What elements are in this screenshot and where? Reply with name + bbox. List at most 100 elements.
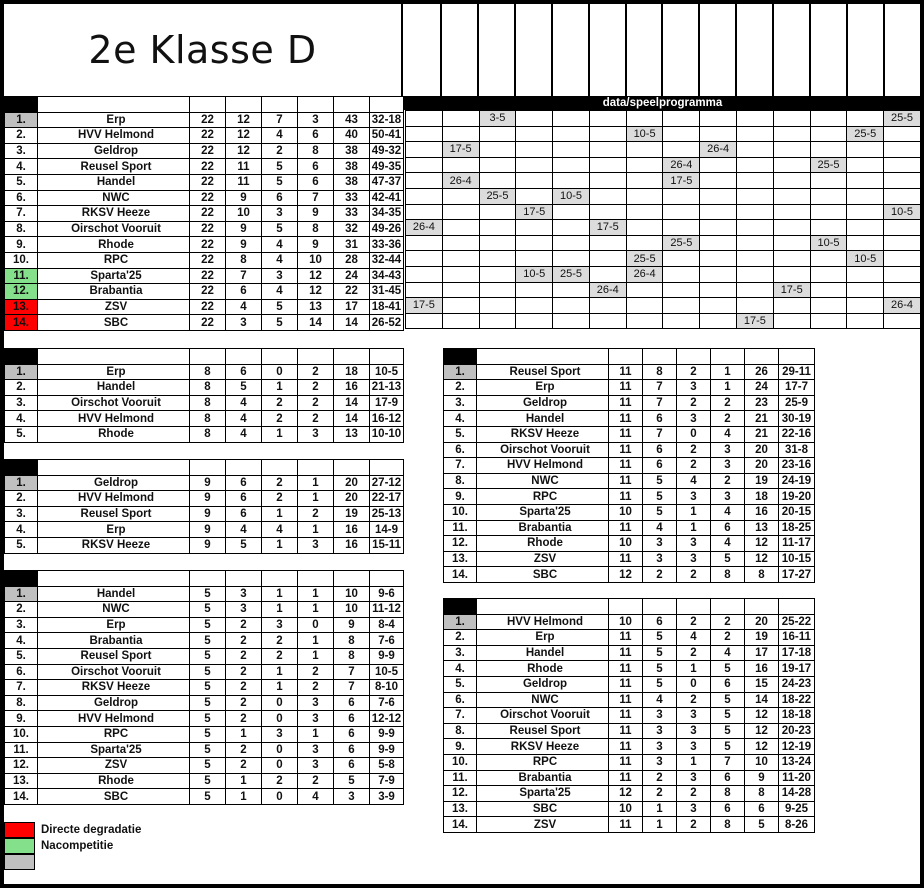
table-row[interactable]: 11. Sparta'25 22 7 3 12 24 34-43 [4, 267, 404, 285]
row-team-name: Reusel Sport [37, 505, 190, 523]
table-row[interactable]: 5. RKSV Heeze 9 5 1 3 16 15-11 [4, 536, 404, 554]
table-row[interactable]: 13. Rhode 5 1 2 2 5 7-9 [4, 772, 404, 790]
program-grid-cell-filled[interactable]: 10-5 [625, 125, 664, 143]
table-row[interactable]: 9. RPC 11 5 3 3 18 19-20 [443, 488, 815, 505]
program-grid-cell-filled[interactable]: 25-5 [552, 265, 590, 283]
table-row[interactable]: 11. Brabantia 11 4 1 6 13 18-25 [443, 519, 815, 537]
table-row[interactable]: 1. Reusel Sport 11 8 2 1 26 29-11 [443, 363, 815, 381]
program-grid-cell-filled[interactable]: 10-5 [552, 187, 590, 205]
table-row[interactable]: 14. ZSV 11 1 2 8 5 8-26 [443, 816, 815, 833]
program-grid-cell-filled[interactable]: 25-5 [478, 187, 517, 205]
program-grid-cell-filled[interactable]: 17-5 [441, 141, 480, 158]
table-row[interactable]: 3. Geldrop 22 12 2 8 38 49-32 [4, 142, 404, 160]
table-row[interactable]: 2. Erp 11 7 3 1 24 17-7 [443, 379, 815, 396]
program-grid-cell-filled[interactable]: 26-4 [588, 281, 627, 299]
table-row[interactable]: 10. Sparta'25 10 5 1 4 16 20-15 [443, 503, 815, 521]
row-team-name: HVV Helmond [37, 410, 190, 427]
program-grid-cell-filled[interactable]: 17-5 [405, 297, 443, 314]
program-grid-cell-filled[interactable]: 17-5 [588, 219, 627, 236]
table-row[interactable]: 8. Reusel Sport 11 3 3 5 12 20-23 [443, 722, 815, 740]
table-row[interactable]: 5. Reusel Sport 5 2 2 1 8 9-9 [4, 647, 404, 665]
program-grid-cell-filled[interactable]: 26-4 [405, 219, 443, 236]
program-grid-cell-filled[interactable]: 17-5 [736, 312, 774, 330]
table-row[interactable]: 14. SBC 12 2 2 8 8 17-27 [443, 566, 815, 583]
table-row[interactable]: 4. Handel 11 6 3 2 21 30-19 [443, 410, 815, 427]
table-row[interactable]: 3. Oirschot Vooruit 8 4 2 2 14 17-9 [4, 394, 404, 412]
table-row[interactable]: 4. Brabantia 5 2 2 1 8 7-6 [4, 632, 404, 649]
table-row[interactable]: 6. NWC 11 4 2 5 14 18-22 [443, 691, 815, 709]
row-stat-g1: 4 [225, 521, 262, 538]
table-row[interactable]: 7. Oirschot Vooruit 11 3 3 5 12 18-18 [443, 707, 815, 724]
program-grid-cell-filled[interactable]: 25-5 [662, 234, 701, 252]
table-row[interactable]: 10. RPC 11 3 1 7 10 13-24 [443, 753, 815, 771]
table-row[interactable]: 8. Oirschot Vooruit 22 9 5 8 32 49-26 [4, 220, 404, 238]
program-grid-cell-filled[interactable]: 25-5 [846, 125, 885, 143]
table-row[interactable]: 14. SBC 22 3 5 14 14 26-52 [4, 314, 404, 331]
program-grid-cell-filled[interactable]: 3-5 [478, 110, 517, 127]
table-row[interactable]: 6. NWC 22 9 6 7 33 42-41 [4, 189, 404, 207]
table-row[interactable]: 3. Geldrop 11 7 2 2 23 25-9 [443, 394, 815, 412]
table-row[interactable]: 1. Erp 22 12 7 3 43 32-18 [4, 111, 404, 129]
table-row[interactable]: 8. Geldrop 5 2 0 3 6 7-6 [4, 694, 404, 712]
program-grid-cell-filled[interactable]: 26-4 [625, 265, 664, 283]
table-row[interactable]: 11. Brabantia 11 2 3 6 9 11-20 [443, 769, 815, 787]
program-grid-cell-filled[interactable]: 25-5 [809, 156, 848, 174]
table-row[interactable]: 13. ZSV 11 3 3 5 12 10-15 [443, 550, 815, 568]
program-grid-cell-filled[interactable]: 26-4 [662, 156, 701, 174]
table-row[interactable]: 2. HVV Helmond 9 6 2 1 20 22-17 [4, 490, 404, 507]
table-row[interactable]: 3. Reusel Sport 9 6 1 2 19 25-13 [4, 505, 404, 523]
table-row[interactable]: 1. Erp 8 6 0 2 18 10-5 [4, 363, 404, 381]
table-row[interactable]: 3. Erp 5 2 3 0 9 8-4 [4, 616, 404, 634]
program-grid-cell-filled[interactable]: 26-4 [883, 297, 921, 314]
table-row[interactable]: 13. SBC 10 1 3 6 6 9-25 [443, 800, 815, 818]
table-row[interactable]: 12. Rhode 10 3 3 4 12 11-17 [443, 535, 815, 552]
table-row[interactable]: 4. Reusel Sport 22 11 5 6 38 49-35 [4, 158, 404, 175]
program-grid-cell-empty [883, 265, 921, 283]
table-row[interactable]: 7. RKSV Heeze 5 2 1 2 7 8-10 [4, 679, 404, 696]
table-row[interactable]: 13. ZSV 22 4 5 13 17 18-41 [4, 298, 404, 316]
table-row[interactable]: 12. Brabantia 22 6 4 12 22 31-45 [4, 283, 404, 300]
row-stat-d: 3-9 [369, 788, 404, 805]
program-grid-cell-filled[interactable]: 10-5 [883, 203, 921, 221]
program-grid-cell-filled[interactable]: 17-5 [515, 203, 554, 221]
program-grid-cell-filled[interactable]: 25-5 [625, 250, 664, 267]
table-row[interactable]: 4. Rhode 11 5 1 5 16 19-17 [443, 660, 815, 677]
table-row[interactable]: 2. HVV Helmond 22 12 4 6 40 50-41 [4, 127, 404, 144]
table-row[interactable]: 11. Sparta'25 5 2 0 3 6 9-9 [4, 741, 404, 759]
table-row[interactable]: 2. Handel 8 5 1 2 16 21-13 [4, 379, 404, 396]
table-row[interactable]: 4. Erp 9 4 4 1 16 14-9 [4, 521, 404, 538]
program-grid-cell-filled[interactable]: 26-4 [441, 172, 480, 189]
table-row[interactable]: 2. NWC 5 3 1 1 10 11-12 [4, 601, 404, 618]
table-row[interactable]: 10. RPC 5 1 3 1 6 9-9 [4, 725, 404, 743]
table-row[interactable]: 4. HVV Helmond 8 4 2 2 14 16-12 [4, 410, 404, 427]
program-grid-cell-filled[interactable]: 10-5 [846, 250, 885, 267]
table-row[interactable]: 7. RKSV Heeze 22 10 3 9 33 34-35 [4, 205, 404, 222]
table-row[interactable]: 6. Oirschot Vooruit 11 6 2 3 20 31-8 [443, 441, 815, 459]
table-row[interactable]: 7. HVV Helmond 11 6 2 3 20 23-16 [443, 457, 815, 474]
table-row[interactable]: 6. Oirschot Vooruit 5 2 1 2 7 10-5 [4, 663, 404, 681]
table-row[interactable]: 5. Geldrop 11 5 0 6 15 24-23 [443, 675, 815, 693]
table-row[interactable]: 12. Sparta'25 12 2 2 8 8 14-28 [443, 785, 815, 802]
table-row[interactable]: 5. Handel 22 11 5 6 38 47-37 [4, 173, 404, 191]
table-row[interactable]: 1. HVV Helmond 10 6 2 2 20 25-22 [443, 613, 815, 631]
program-grid-cell-filled[interactable]: 10-5 [515, 265, 554, 283]
program-grid-cell-filled[interactable]: 17-5 [772, 281, 811, 299]
table-row[interactable]: 9. HVV Helmond 5 2 0 3 6 12-12 [4, 710, 404, 727]
table-row[interactable]: 2. Erp 11 5 4 2 19 16-11 [443, 629, 815, 646]
program-grid-cell-filled[interactable]: 17-5 [662, 172, 701, 189]
table-row[interactable]: 5. Rhode 8 4 1 3 13 10-10 [4, 425, 404, 443]
program-grid-cell-filled[interactable]: 26-4 [699, 141, 738, 158]
program-grid-cell-filled[interactable]: 10-5 [809, 234, 848, 252]
row-stat-w: 9 [189, 490, 226, 507]
table-row[interactable]: 5. RKSV Heeze 11 7 0 4 21 22-16 [443, 425, 815, 443]
table-row[interactable]: 9. RKSV Heeze 11 3 3 5 12 12-19 [443, 738, 815, 755]
table-row[interactable]: 12. ZSV 5 2 0 3 6 5-8 [4, 757, 404, 774]
program-grid-cell-filled[interactable]: 25-5 [883, 110, 921, 127]
table-row[interactable]: 1. Handel 5 3 1 1 10 9-6 [4, 585, 404, 603]
table-row[interactable]: 1. Geldrop 9 6 2 1 20 27-12 [4, 474, 404, 492]
table-row[interactable]: 10. RPC 22 8 4 10 28 32-44 [4, 251, 404, 269]
table-row[interactable]: 14. SBC 5 1 0 4 3 3-9 [4, 788, 404, 805]
table-row[interactable]: 8. NWC 11 5 4 2 19 24-19 [443, 472, 815, 490]
table-row[interactable]: 3. Handel 11 5 2 4 17 17-18 [443, 644, 815, 662]
table-row[interactable]: 9. Rhode 22 9 4 9 31 33-36 [4, 236, 404, 253]
